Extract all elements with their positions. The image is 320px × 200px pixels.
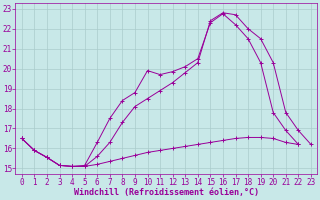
X-axis label: Windchill (Refroidissement éolien,°C): Windchill (Refroidissement éolien,°C)	[74, 188, 259, 197]
